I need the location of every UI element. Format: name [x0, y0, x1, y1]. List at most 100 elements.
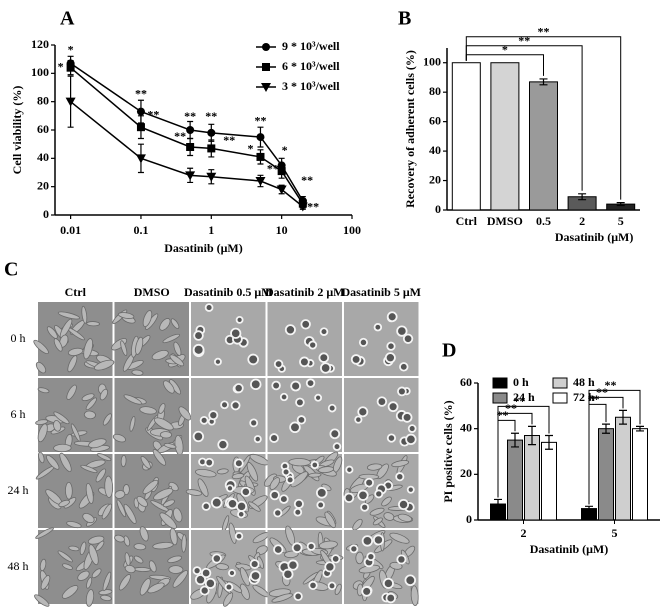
y-tick-label: 0: [43, 207, 49, 221]
x-axis-label: Dasatinib (μM): [555, 230, 633, 244]
x-tick-label: 0.5: [536, 214, 551, 228]
bar: [632, 428, 648, 521]
cell-shape: [62, 563, 73, 570]
column-header: Dasatinib 5 μM: [342, 285, 421, 299]
cell-shape: [366, 463, 383, 471]
rounded-cell: [343, 492, 355, 503]
cell-shape: [290, 471, 309, 488]
cell-shape: [197, 478, 209, 497]
rounded-cell: [293, 507, 303, 517]
rounded-cell: [273, 508, 283, 518]
rounded-cell: [192, 566, 202, 576]
cell-shape: [102, 571, 112, 592]
rounded-cell: [230, 400, 241, 411]
rounded-cell: [201, 501, 211, 511]
rounded-cell: [374, 489, 384, 499]
marker: [65, 97, 76, 107]
y-axis-label: Cell viability (%): [10, 86, 24, 175]
cell-shape: [133, 543, 147, 551]
marker: [206, 172, 217, 182]
cell-shape: [120, 340, 128, 356]
column-header: Dasatinib 0.5 μM: [184, 285, 272, 299]
cell-shape: [102, 413, 112, 426]
rounded-cell: [271, 380, 281, 391]
cell-shape: [410, 585, 419, 607]
cell-shape: [65, 481, 73, 500]
y-tick-label: 100: [31, 65, 49, 79]
marker: [256, 133, 265, 142]
cell-shape: [372, 517, 383, 526]
legend-swatch: [552, 377, 568, 389]
cell-shape: [85, 589, 95, 607]
rounded-cell: [315, 487, 328, 499]
cell-shape: [228, 522, 237, 544]
rounded-cell: [193, 330, 204, 341]
significance-bracket: [588, 389, 641, 505]
y-tick-label: 0: [466, 512, 472, 526]
significance-label: **: [497, 408, 509, 422]
rounded-cell: [249, 418, 259, 428]
cell-shape: [162, 499, 175, 508]
significance-label: **: [518, 33, 530, 47]
error-bar: [636, 425, 644, 432]
row-label: 0 h: [11, 331, 26, 345]
error-bar: [511, 432, 519, 448]
cell-shape: [133, 555, 144, 564]
rounded-cell: [237, 510, 246, 519]
micrograph: [267, 378, 342, 452]
rounded-cell: [230, 327, 242, 339]
rounded-cell: [204, 457, 214, 468]
rounded-cell: [360, 502, 370, 512]
y-tick-label: 40: [429, 143, 441, 157]
cell-shape: [216, 468, 229, 475]
x-tick-label: 100: [343, 223, 361, 237]
cell-shape: [159, 512, 177, 529]
cell-shape: [53, 420, 62, 432]
rounded-cell: [401, 412, 413, 423]
cell-shape: [181, 534, 187, 553]
cell-shape: [123, 503, 137, 525]
cell-shape: [38, 451, 45, 464]
rounded-cell: [372, 534, 384, 546]
rounded-cell: [357, 489, 369, 501]
rounded-cell: [284, 324, 296, 336]
legend-label: 0 h: [513, 375, 529, 389]
y-axis-label: PI positive cells (%): [441, 400, 455, 502]
cell-shape: [79, 541, 87, 556]
rounded-cell: [405, 433, 417, 445]
cell-shape: [33, 339, 49, 355]
rounded-cell: [308, 340, 318, 350]
y-tick-label: 60: [460, 375, 472, 389]
rounded-cell: [224, 582, 234, 592]
rounded-cell: [208, 410, 219, 421]
cell-shape: [163, 380, 175, 394]
cell-shape: [173, 341, 182, 356]
bar: [541, 441, 557, 521]
annotation: **: [254, 113, 266, 127]
column-header: Dasatinib 2 μM: [265, 285, 344, 299]
cell-shape: [117, 312, 135, 319]
rounded-cell: [407, 424, 417, 433]
marker: [276, 185, 287, 195]
rounded-cell: [282, 568, 294, 580]
rounded-cell: [217, 439, 229, 451]
bar: [524, 435, 540, 521]
cell-shape: [178, 406, 192, 421]
cell-shape: [59, 452, 72, 472]
bar: [490, 62, 520, 211]
cell-shape: [88, 438, 107, 449]
legend-swatch: [552, 392, 568, 404]
significance-label: **: [538, 24, 550, 38]
marker: [66, 63, 75, 72]
cell-shape: [334, 583, 342, 596]
cell-shape: [324, 511, 336, 529]
y-tick-label: 40: [37, 150, 49, 164]
rounded-cell: [285, 475, 295, 485]
cell-shape: [239, 567, 250, 587]
cell-shape: [66, 521, 82, 529]
marker: [186, 143, 195, 151]
cell-shape: [53, 411, 70, 425]
cell-shape: [231, 473, 245, 480]
legend-swatch: [492, 377, 508, 389]
